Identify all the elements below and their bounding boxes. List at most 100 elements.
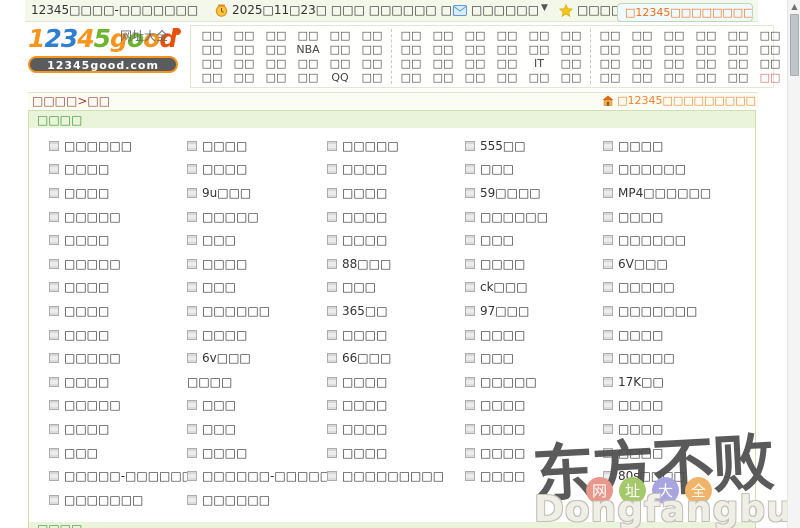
nav-link[interactable]: □□ (432, 43, 454, 57)
site-link[interactable]: □□□□ (64, 303, 110, 318)
site-link[interactable]: □□□□□ (64, 398, 121, 413)
site-link[interactable]: 6v□□□ (202, 351, 251, 366)
nav-link[interactable]: □□ (631, 70, 653, 84)
nav-link[interactable]: □□ (599, 29, 621, 43)
site-link[interactable]: □□□□ (202, 256, 248, 271)
nav-link[interactable]: □□ (528, 43, 550, 57)
site-link[interactable]: □□□□ (480, 445, 526, 460)
nav-link[interactable]: □□ (599, 56, 621, 70)
site-link[interactable]: □□□□ (64, 374, 110, 389)
site-link[interactable]: 97□□□ (480, 303, 530, 318)
nav-link[interactable]: □□ (361, 56, 383, 70)
nav-link[interactable]: □□ (528, 70, 550, 84)
breadcrumb-set-home-link[interactable]: □12345□□□□□□□□□ (602, 94, 756, 107)
breadcrumb[interactable]: □□□□>□□ (32, 94, 111, 108)
nav-link[interactable]: □□ (727, 29, 749, 43)
site-link[interactable]: 88□□□ (342, 256, 392, 271)
site-link[interactable]: □□□□ (342, 374, 388, 389)
nav-link[interactable]: □□ (329, 29, 351, 43)
site-link[interactable]: □□□□□□ (64, 138, 133, 153)
nav-link[interactable]: □□ (432, 56, 454, 70)
site-link[interactable]: □□□□□□ (618, 233, 687, 248)
site-link[interactable]: □□□□ (202, 327, 248, 342)
nav-link[interactable]: □□ (432, 29, 454, 43)
nav-link[interactable]: □□ (663, 43, 685, 57)
nav-link[interactable]: □□ (201, 43, 223, 57)
nav-link[interactable]: □□ (233, 29, 255, 43)
site-link[interactable]: □□□□ (480, 398, 526, 413)
nav-link[interactable]: □□ (233, 70, 255, 84)
site-link[interactable]: □□□ (342, 280, 377, 295)
nav-link[interactable]: □□ (265, 43, 287, 57)
nav-link[interactable]: □□ (759, 29, 781, 43)
site-link[interactable]: □□□□ (342, 398, 388, 413)
nav-link[interactable]: □□ (631, 43, 653, 57)
site-link[interactable]: □□□ (202, 421, 237, 436)
nav-link[interactable]: □□ (329, 56, 351, 70)
site-link[interactable]: 66□□□ (342, 351, 392, 366)
nav-link[interactable]: □□ (464, 56, 486, 70)
site-link[interactable]: □□□□ (618, 445, 664, 460)
site-link[interactable]: □□□□ (618, 209, 664, 224)
nav-link[interactable]: □□ (361, 43, 383, 57)
site-link[interactable]: □□□□ (202, 445, 248, 460)
site-link[interactable]: 365□□ (342, 303, 388, 318)
site-link[interactable]: □□□□□□□ (64, 492, 144, 507)
site-link[interactable]: □□□□□□ (202, 303, 271, 318)
nav-link[interactable]: □□ (400, 70, 422, 84)
nav-link[interactable]: IT (534, 56, 544, 70)
nav-link[interactable]: □□ (560, 70, 582, 84)
site-link[interactable]: □□□□□□-□□□□□□ (202, 469, 327, 484)
site-link[interactable]: □□□ (202, 398, 237, 413)
site-link[interactable]: □□□□ (342, 162, 388, 177)
nav-link[interactable]: □□ (297, 56, 319, 70)
site-link[interactable]: □□□□ (480, 469, 526, 484)
site-link[interactable]: 6V□□□ (618, 256, 668, 271)
nav-link[interactable]: □□ (695, 56, 717, 70)
nav-link[interactable]: □□ (297, 70, 319, 84)
nav-link[interactable]: □□ (631, 56, 653, 70)
nav-link[interactable]: □□ (400, 43, 422, 57)
site-link[interactable]: □□□□ (618, 421, 664, 436)
site-link[interactable]: MP4□□□□□□ (618, 185, 712, 200)
nav-link[interactable]: □□ (432, 70, 454, 84)
favorites-link[interactable]: □□□□ (559, 3, 622, 17)
nav-link[interactable]: □□ (265, 56, 287, 70)
site-link[interactable]: □□□ (480, 233, 515, 248)
site-link[interactable]: 59□□□□ (480, 185, 541, 200)
site-link[interactable]: □□□□ (342, 209, 388, 224)
site-link[interactable]: □□□□□□□□□ (342, 469, 445, 484)
site-link[interactable]: □□□□ (342, 327, 388, 342)
nav-link[interactable]: □□ (464, 43, 486, 57)
nav-link[interactable]: □□ (496, 43, 518, 57)
scrollbar-up-icon[interactable]: ▲ (791, 2, 798, 11)
site-link[interactable]: □□□□ (342, 421, 388, 436)
site-link[interactable]: □□□□ (342, 445, 388, 460)
nav-link[interactable]: □□ (464, 70, 486, 84)
site-link[interactable]: □□□□ (342, 233, 388, 248)
site-link[interactable]: □□□ (202, 233, 237, 248)
nav-link[interactable]: □□ (560, 29, 582, 43)
mail-link[interactable]: □□□□□□ (453, 3, 539, 17)
nav-link[interactable]: □□ (265, 29, 287, 43)
site-link[interactable]: □□□□ (64, 233, 110, 248)
site-link[interactable]: ck□□□ (480, 280, 528, 295)
nav-link[interactable]: □□ (695, 43, 717, 57)
site-link[interactable]: □□□□□□ (480, 209, 549, 224)
site-link[interactable]: □□□ (64, 445, 99, 460)
nav-link[interactable]: □□ (329, 43, 351, 57)
site-link[interactable]: □□□□ (342, 185, 388, 200)
site-link[interactable]: □□□□□ (64, 209, 121, 224)
site-link[interactable]: □□□□□-□□□□□□ (64, 469, 187, 484)
site-link[interactable]: □□□□ (202, 138, 248, 153)
nav-link[interactable]: □□ (233, 43, 255, 57)
nav-link[interactable]: □□ (297, 29, 319, 43)
site-link[interactable]: 9u□□□ (202, 185, 252, 200)
site-link[interactable]: □□□□□ (64, 351, 121, 366)
site-link[interactable]: □□□□ (64, 162, 110, 177)
nav-link[interactable]: □□ (201, 56, 223, 70)
nav-link[interactable]: □□ (759, 70, 781, 84)
nav-link[interactable]: □□ (560, 43, 582, 57)
site-link[interactable]: □□□□ (202, 162, 248, 177)
nav-link[interactable]: □□ (695, 29, 717, 43)
